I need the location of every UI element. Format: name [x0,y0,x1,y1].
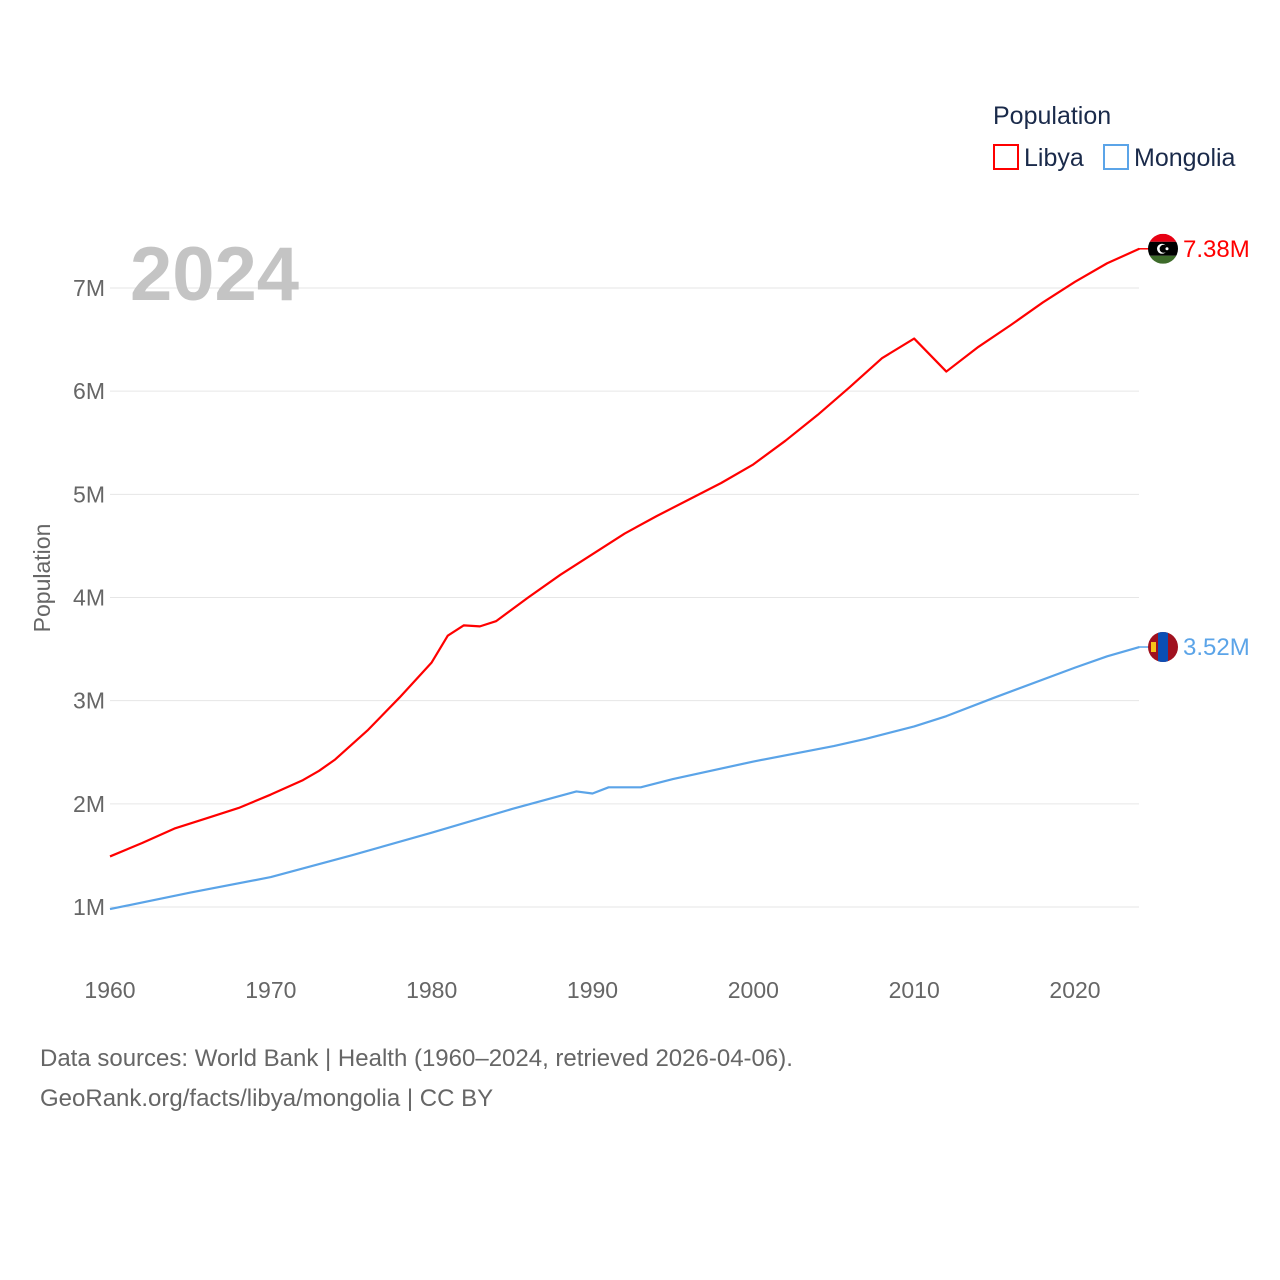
y-tick-label: 4M [73,585,105,611]
year-watermark: 2024 [130,232,299,317]
x-tick-label: 2000 [728,977,779,1003]
y-tick-label: 1M [73,894,105,920]
x-tick-label: 1980 [406,977,457,1003]
x-tick-label: 2010 [889,977,940,1003]
x-tick-label: 1960 [84,977,135,1003]
y-tick-label: 6M [73,378,105,404]
soyombo [1151,642,1156,653]
flag-stripe-blue [1158,632,1168,663]
legend-swatch-mongolia[interactable] [1103,144,1129,170]
y-tick-label: 5M [73,481,105,507]
flag-stripe-green [1148,255,1178,264]
end-labels: 7.38M 3.52M [1139,233,1250,663]
legend-label-libya[interactable]: Libya [1024,144,1084,172]
x-tick-label: 2020 [1049,977,1100,1003]
libya-flag-icon [1148,233,1178,264]
y-tick-label: 2M [73,791,105,817]
legend-title: Population [993,102,1111,130]
mongolia-flag-icon [1148,632,1178,663]
gridlines [110,287,1139,908]
data-source-note: Data sources: World Bank | Health (1960–… [40,1045,793,1072]
legend-swatch-libya[interactable] [993,144,1019,170]
series-line-mongolia [109,645,1140,911]
star [1165,247,1169,251]
flag-body [1148,632,1178,663]
end-value-label: 7.38M [1183,236,1250,263]
crescent-cut [1159,244,1168,253]
x-tick-label: 1990 [567,977,618,1003]
legend-label-mongolia[interactable]: Mongolia [1134,144,1236,172]
y-axis-label: Population [29,524,55,633]
x-axis: 1960 1970 1980 1990 2000 2010 2020 [84,977,1100,1003]
flag-body [1148,233,1178,264]
x-tick-label: 1970 [245,977,296,1003]
series-lines [109,247,1140,911]
y-tick-label: 7M [73,275,105,301]
y-tick-label: 3M [73,688,105,714]
attribution-note: GeoRank.org/facts/libya/mongolia | CC BY [40,1085,494,1112]
legend: Population Libya Mongolia [993,102,1236,172]
y-axis: 1M 2M 3M 4M 5M 6M 7M [73,275,105,920]
series-line-libya [109,247,1140,858]
end-value-label: 3.52M [1183,634,1250,661]
flag-stripe-red [1148,233,1178,242]
